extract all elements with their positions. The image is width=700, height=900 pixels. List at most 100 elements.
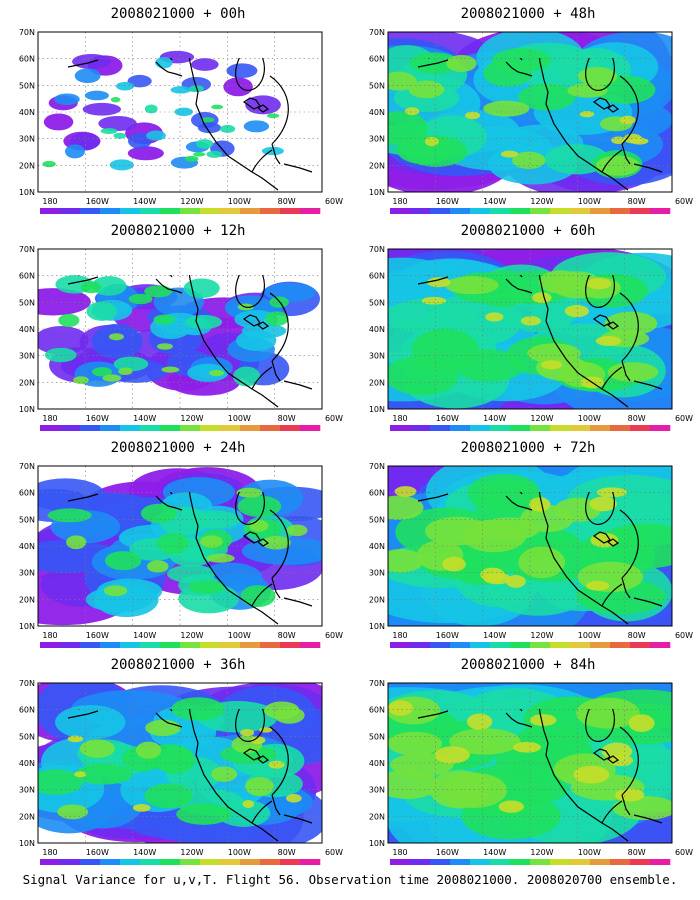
lon-tick-label: 100W: [228, 631, 251, 640]
variance-contour: [183, 278, 220, 299]
lat-tick-label: 30N: [19, 352, 35, 361]
variance-contour: [200, 535, 223, 548]
lon-tick-label: 60W: [325, 414, 343, 423]
variance-contour: [250, 736, 266, 745]
variance-contour: [47, 508, 92, 523]
variance-contour: [595, 155, 640, 176]
colorbar-swatch: [430, 425, 451, 431]
variance-contour: [554, 497, 601, 522]
map-frame: [387, 31, 673, 193]
variance-contour: [102, 374, 122, 382]
lon-tick-label: 160W: [86, 848, 109, 857]
lon-tick-label: 100W: [578, 414, 601, 423]
colorbar-swatch: [80, 859, 101, 865]
variance-field: [38, 249, 322, 409]
variance-contour: [67, 735, 84, 743]
lon-tick-label: 180: [392, 631, 407, 640]
lon-tick-label: 120W: [180, 197, 203, 206]
lon-tick-label: 160W: [436, 631, 459, 640]
lat-tick-label: 70N: [369, 462, 385, 471]
colorbar-swatch: [650, 642, 671, 648]
coastlines: [418, 275, 663, 408]
lon-tick-label: 100W: [228, 848, 251, 857]
variance-contour: [113, 356, 149, 372]
colorbar-swatch: [430, 208, 451, 214]
colorbar-swatch: [410, 425, 431, 431]
variance-contour: [527, 343, 581, 364]
variance-contour: [466, 713, 493, 730]
variance-map: 70N 60N 50N 40N 30N 20N 10N 180 160W 140W 120W 100W…: [19, 462, 343, 648]
colorbar-swatch: [470, 859, 491, 865]
lat-tick-label: 10N: [369, 188, 385, 197]
variance-contour: [226, 63, 258, 79]
colorbar-swatch: [160, 642, 181, 648]
forecast-panel: 2008021000 + 72h 70N 60N 50N 40N 30N 20N 10N 180…: [358, 440, 698, 650]
colorbar-swatch: [550, 425, 571, 431]
variance-field: [38, 466, 322, 626]
variance-contour: [532, 292, 552, 304]
variance-contour: [614, 788, 645, 802]
colorbar-swatch: [100, 642, 121, 648]
variance-contour: [274, 706, 305, 724]
lon-tick-label: 140W: [133, 848, 156, 857]
variance-contour: [155, 57, 173, 69]
variance-contour: [91, 367, 112, 377]
variance-contour: [219, 124, 236, 133]
colorbar-swatch: [550, 642, 571, 648]
colorbar: 1.62.23.145.16.37.591114212940: [40, 208, 321, 214]
lat-tick-label: 20N: [369, 595, 385, 604]
colorbar-swatch: [650, 208, 671, 214]
colorbar-swatch: [180, 642, 201, 648]
lon-tick-label: 180: [392, 848, 407, 857]
colorbar-swatch: [40, 859, 61, 865]
variance-contour: [573, 765, 610, 784]
variance-contour: [589, 496, 617, 512]
forecast-panel: 2008021000 + 24h 70N 60N 50N 40N 30N 20N 10N 180…: [8, 440, 348, 650]
coastlines: [68, 275, 313, 408]
colorbar-swatch: [180, 859, 201, 865]
forecast-panel: 2008021000 + 12h 70N 60N 50N 40N 30N 20N 10N 180…: [8, 223, 348, 433]
variance-contour: [249, 520, 269, 532]
variance-contour: [80, 281, 102, 294]
variance-contour: [426, 277, 451, 288]
lon-tick-label: 80W: [628, 631, 646, 640]
variance-contour: [449, 728, 521, 755]
variance-contour: [109, 159, 134, 171]
colorbar-swatch: [430, 859, 451, 865]
lon-tick-label: 120W: [180, 631, 203, 640]
variance-contour: [483, 100, 530, 117]
colorbar-swatch: [530, 642, 551, 648]
variance-contour: [73, 376, 89, 385]
variance-contour: [388, 731, 443, 756]
variance-contour: [146, 560, 169, 573]
variance-contour: [596, 487, 628, 498]
variance-contour: [144, 104, 158, 114]
lon-tick-label: 180: [392, 414, 407, 423]
colorbar-swatch: [280, 208, 301, 214]
variance-contour: [58, 313, 80, 327]
lon-tick-label: 60W: [325, 197, 343, 206]
colorbar-swatch: [60, 859, 81, 865]
variance-field: [388, 683, 672, 843]
variance-contour: [628, 714, 655, 732]
colorbar-swatch: [300, 642, 321, 648]
variance-contour: [127, 146, 164, 161]
colorbar-swatch: [100, 425, 121, 431]
lat-tick-label: 50N: [19, 298, 35, 307]
map-frame: [37, 31, 323, 193]
colorbar: 1.62.23.145.16.37.591114212940: [390, 859, 671, 865]
colorbar-swatch: [300, 859, 321, 865]
variance-contour: [604, 311, 658, 336]
colorbar: 1.62.23.145.16.37.591114212940: [40, 425, 321, 431]
colorbar-swatch: [60, 208, 81, 214]
variance-contour: [206, 553, 235, 563]
colorbar-swatch: [610, 425, 631, 431]
variance-contour: [127, 74, 152, 88]
coastlines: [418, 492, 663, 625]
lat-tick-label: 30N: [369, 135, 385, 144]
variance-contour: [619, 115, 636, 125]
lat-tick-label: 70N: [369, 28, 385, 37]
variance-contour: [388, 769, 440, 799]
colorbar-swatch: [180, 425, 201, 431]
lon-tick-label: 140W: [133, 414, 156, 423]
